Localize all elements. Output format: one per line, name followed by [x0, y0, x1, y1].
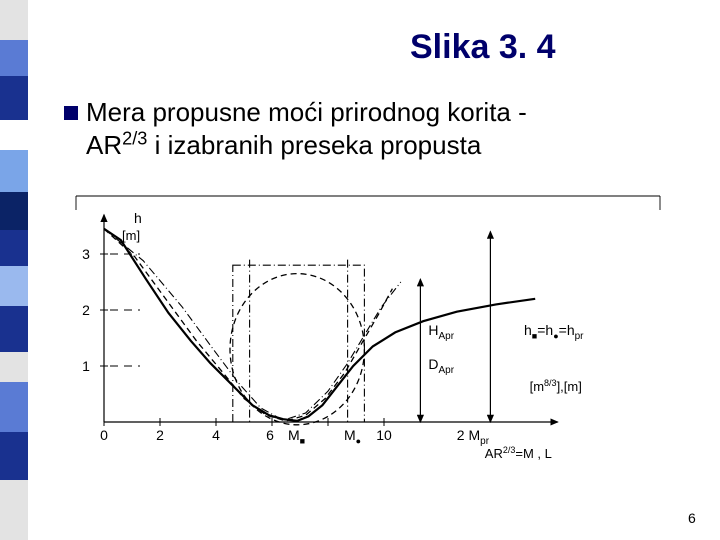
page-number: 6 [688, 510, 696, 526]
figure-chart: h [m] 1 2 3 0 2 4 10 6 M■ M● 2 MprAR2/3=M , L [m8/3],… [62, 190, 674, 460]
chart-svg: h [m] 1 2 3 0 2 4 10 6 M■ M● 2 MprAR2/3=M , L [m8/3],… [62, 190, 674, 460]
svg-text:AR2/3=M , L: AR2/3=M , L [485, 445, 552, 460]
sidebar-block [0, 120, 28, 150]
svg-text:6: 6 [266, 427, 274, 443]
svg-text:DApr: DApr [428, 356, 454, 376]
sidebar-decoration [0, 0, 28, 540]
sidebar-block [0, 306, 28, 352]
svg-text:2: 2 [156, 427, 164, 443]
svg-text:h: h [134, 210, 142, 226]
body-text: Mera propusne moći prirodnog korita -AR2… [86, 96, 527, 161]
svg-text:HApr: HApr [428, 322, 454, 342]
sidebar-block [0, 192, 28, 230]
sidebar-block [0, 230, 28, 266]
svg-text:[m]: [m] [122, 228, 140, 243]
sidebar-block [0, 266, 28, 306]
svg-text:2: 2 [82, 302, 90, 318]
svg-text:4: 4 [212, 427, 220, 443]
svg-text:1: 1 [82, 358, 90, 374]
svg-text:M●: M● [344, 427, 361, 446]
sidebar-block [0, 0, 28, 40]
sidebar-block [0, 150, 28, 192]
sidebar-block [0, 352, 28, 382]
sidebar-block [0, 40, 28, 76]
svg-text:M■: M■ [288, 427, 305, 446]
bullet-square [64, 106, 78, 120]
svg-text:[m8/3],[m]: [m8/3],[m] [530, 378, 582, 394]
sidebar-block [0, 432, 28, 480]
svg-text:0: 0 [100, 427, 108, 443]
sidebar-block [0, 480, 28, 540]
body-line2: AR2/3 i izabranih preseka propusta [86, 130, 481, 160]
body-line1: Mera propusne moći prirodnog korita - [86, 97, 527, 127]
sidebar-block [0, 76, 28, 120]
svg-text:2 Mpr: 2 Mpr [457, 427, 490, 447]
sidebar-block [0, 382, 28, 432]
svg-text:10: 10 [376, 427, 392, 443]
slide-title: Slika 3. 4 [410, 28, 556, 67]
svg-text:h■=h●=hpr: h■=h●=hpr [524, 322, 584, 342]
svg-text:3: 3 [82, 246, 90, 262]
